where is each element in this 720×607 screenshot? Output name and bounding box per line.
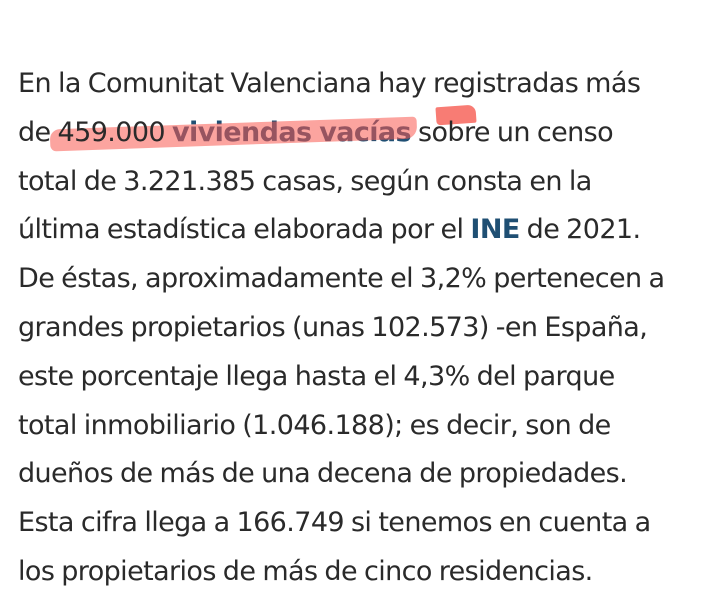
text-line: última estadística elaborada por el INE … — [18, 206, 708, 255]
text-fragment: sobre un censo — [411, 116, 614, 148]
text-line: de 459.000 viviendas vacías sobre un cen… — [18, 109, 708, 158]
article-paragraph: En la Comunitat Valenciana hay registrad… — [18, 60, 708, 597]
text-fragment: de — [18, 116, 58, 148]
text-line: total inmobiliario (1.046.188); es decir… — [18, 409, 611, 441]
text-line: este porcentaje llega hasta el 4,3% del … — [18, 360, 615, 392]
text-line: los propietarios de más de cinco residen… — [18, 555, 593, 587]
text-fragment: última estadística elaborada por el — [18, 214, 471, 246]
text-line: De éstas, aproximadamente el 3,2% perten… — [18, 263, 665, 295]
viviendas-vacias-link[interactable]: viviendas vacías — [171, 116, 412, 148]
text-line: En la Comunitat Valenciana hay registrad… — [18, 68, 641, 99]
highlighted-span: 459.000 viviendas vacías — [57, 109, 412, 158]
text-line: Esta cifra llega a 166.749 si tenemos en… — [18, 507, 651, 539]
text-line: total de 3.221.385 casas, según consta e… — [18, 165, 592, 197]
highlighted-number: 459.000 — [57, 116, 166, 148]
text-line: dueños de más de una decena de propiedad… — [18, 458, 628, 490]
text-fragment: de 2021. — [519, 214, 641, 246]
ine-link[interactable]: INE — [470, 214, 520, 246]
text-line: grandes propietarios (unas 102.573) -en … — [18, 311, 648, 343]
